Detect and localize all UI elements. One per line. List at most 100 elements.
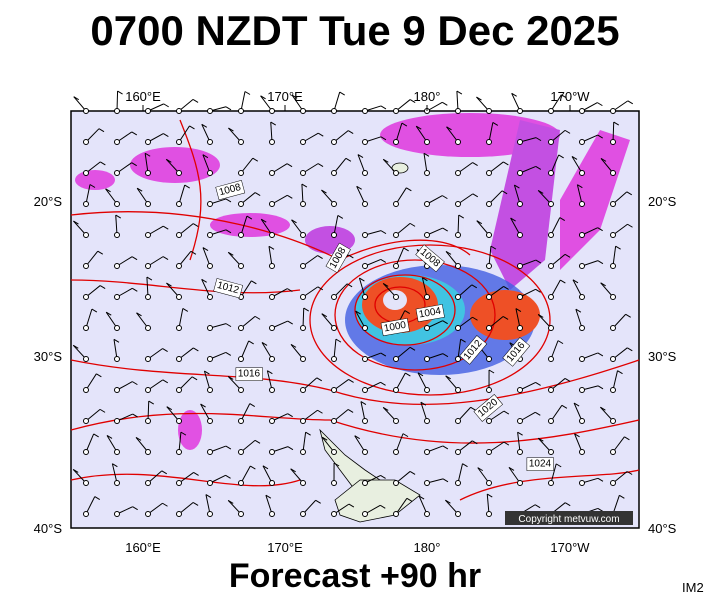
barb-station <box>393 108 399 114</box>
barb-flag <box>290 343 297 348</box>
barb-staff <box>517 432 521 453</box>
barb-station <box>455 294 461 300</box>
barb-station <box>517 232 523 238</box>
barb-station <box>207 325 213 331</box>
barb-flag <box>182 308 189 312</box>
barb-flag <box>558 154 564 159</box>
barb-staff <box>115 215 118 236</box>
barb-flag <box>91 308 98 313</box>
barb-staff <box>178 376 193 391</box>
barb-flag <box>317 255 323 259</box>
barb-staff <box>136 187 149 205</box>
barb-staff <box>612 436 625 453</box>
barb-flag <box>382 406 389 411</box>
barb-station <box>145 108 151 114</box>
barb-flag <box>135 436 142 441</box>
barb-flag <box>476 220 483 225</box>
barb-staff <box>357 154 366 174</box>
barb-staff <box>333 215 339 236</box>
barb-flag <box>225 106 232 111</box>
barb-station <box>486 170 492 176</box>
longitude-label: 160°E <box>125 540 161 555</box>
barb-station <box>331 449 337 455</box>
barb-staff <box>576 184 583 205</box>
barb-station <box>486 139 492 145</box>
barb-station <box>300 263 306 269</box>
barb-staff <box>477 467 490 484</box>
barb-flag <box>490 245 497 250</box>
barb-staff <box>291 219 304 236</box>
barb-staff <box>333 409 349 422</box>
barb-station <box>83 325 89 331</box>
barb-flag <box>354 435 360 440</box>
barb-staff <box>270 122 273 143</box>
barb-station <box>393 263 399 269</box>
barb-station <box>114 108 120 114</box>
barb-station <box>548 387 554 393</box>
barb-flag <box>456 90 463 95</box>
barb-staff <box>147 470 163 484</box>
barb-flag <box>357 154 364 159</box>
barb-flag <box>205 494 212 498</box>
barb-station <box>238 418 244 424</box>
barb-staff <box>550 217 561 236</box>
barb-station <box>176 201 182 207</box>
barb-station <box>610 232 616 238</box>
barb-staff <box>515 308 521 329</box>
barb-flag <box>572 279 579 284</box>
barb-flag <box>202 154 209 159</box>
barb-staff <box>201 124 211 143</box>
barb-station <box>207 294 213 300</box>
longitude-label: 180° <box>414 89 441 104</box>
barb-staff <box>446 126 459 143</box>
barb-flag <box>422 277 428 282</box>
barb-station <box>114 418 120 424</box>
barb-station <box>114 449 120 455</box>
barb-flag <box>575 308 582 313</box>
barb-station <box>269 356 275 362</box>
barb-station <box>610 108 616 114</box>
barb-staff <box>178 472 194 484</box>
barb-flag <box>442 445 449 450</box>
barb-station <box>114 170 120 176</box>
barb-station <box>83 511 89 517</box>
barb-flag <box>136 187 143 192</box>
barb-station <box>114 294 120 300</box>
barb-staff <box>105 311 118 329</box>
barb-staff <box>600 406 614 422</box>
barb-station <box>207 387 213 393</box>
barb-flag <box>318 132 324 137</box>
barb-staff <box>537 437 552 453</box>
barb-staff <box>201 279 211 298</box>
barb-station <box>610 201 616 207</box>
barb-flag <box>597 134 603 139</box>
barb-station <box>610 449 616 455</box>
barb-staff <box>166 282 180 298</box>
barb-staff <box>72 344 87 360</box>
barb-staff <box>116 90 119 112</box>
barb-staff <box>178 347 194 360</box>
barb-staff <box>550 378 566 391</box>
barb-staff <box>511 93 521 112</box>
barb-flag <box>132 413 138 418</box>
barb-flag <box>305 431 311 436</box>
barb-flag <box>166 282 172 287</box>
barb-staff <box>240 192 256 205</box>
barb-staff <box>550 279 561 298</box>
barb-flag <box>503 286 509 290</box>
barb-flag <box>112 463 118 468</box>
barb-flag <box>510 217 516 222</box>
barb-station <box>362 418 368 424</box>
barb-station <box>207 480 213 486</box>
barb-staff <box>85 184 91 205</box>
barb-flag <box>442 478 449 483</box>
barb-station <box>610 139 616 145</box>
barb-station <box>579 139 585 145</box>
barb-station <box>145 232 151 238</box>
barb-station <box>176 294 182 300</box>
barb-staff <box>261 342 273 360</box>
barb-station <box>83 449 89 455</box>
barb-station <box>145 201 151 207</box>
barb-flag <box>626 191 633 196</box>
barb-staff <box>356 186 366 205</box>
